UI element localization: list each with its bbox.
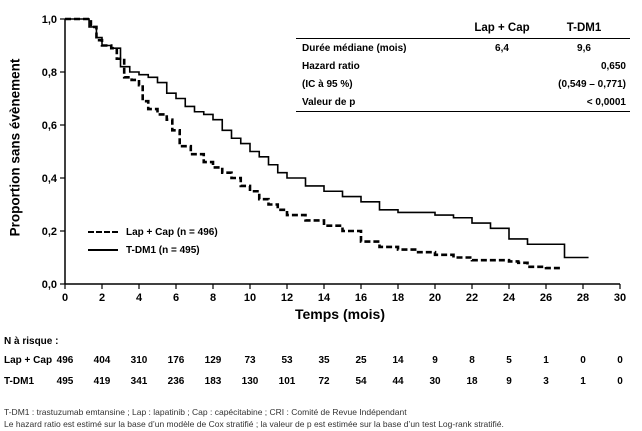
risk-value: 176 (167, 355, 185, 366)
risk-value: 72 (318, 376, 330, 387)
legend-item-lapcap: Lap + Cap (n = 496) (88, 223, 218, 241)
x-tick-label: 16 (355, 292, 367, 304)
stats-header-lapcap: Lap + Cap (462, 18, 542, 39)
risk-value: 129 (204, 355, 222, 366)
risk-value: 14 (392, 355, 404, 366)
risk-value: 341 (130, 376, 148, 387)
risk-value: 3 (543, 376, 549, 387)
series-lapcap-curve (65, 17, 561, 270)
risk-row-label: T-DM1 (4, 376, 34, 387)
risk-value: 8 (469, 355, 475, 366)
stats-row: Valeur de p < 0,0001 (296, 93, 630, 112)
stats-value-tdm1: 0,650 (600, 60, 626, 72)
x-tick-label: 18 (392, 292, 404, 304)
footnote-methods: Le hazard ratio est estimé sur la base d… (4, 419, 504, 429)
x-tick-label: 0 (62, 292, 68, 304)
x-tick-label: 6 (173, 292, 179, 304)
risk-table-title: N à risque : (4, 336, 59, 347)
x-tick-label: 12 (281, 292, 293, 304)
y-tick-label: 0,4 (42, 173, 58, 185)
risk-value: 9 (506, 376, 512, 387)
risk-value: 18 (466, 376, 478, 387)
risk-value: 53 (281, 355, 293, 366)
risk-value: 495 (56, 376, 74, 387)
y-tick-label: 0,0 (42, 279, 57, 291)
stats-row: Durée médiane (mois) 6,4 9,6 (296, 39, 630, 58)
y-tick-label: 1,0 (42, 14, 57, 26)
risk-value: 1 (580, 376, 586, 387)
y-tick-label: 0,6 (42, 120, 57, 132)
risk-value: 130 (241, 376, 259, 387)
legend-label-tdm1: T-DM1 (n = 495) (126, 244, 200, 256)
risk-value: 30 (429, 376, 441, 387)
risk-value: 0 (617, 376, 623, 387)
x-tick-label: 24 (503, 292, 516, 304)
risk-value: 25 (355, 355, 367, 366)
stats-value-tdm1: (0,549 – 0,771) (558, 78, 626, 90)
x-tick-label: 8 (210, 292, 216, 304)
stats-value-lapcap: 6,4 (495, 42, 509, 54)
risk-value: 73 (244, 355, 256, 366)
legend-item-tdm1: T-DM1 (n = 495) (88, 241, 218, 259)
y-tick-label: 0,8 (42, 67, 57, 79)
risk-value: 1 (543, 355, 549, 366)
stats-label: Durée médiane (mois) (302, 42, 407, 54)
legend-dashed-swatch (88, 231, 118, 233)
risk-row-label: Lap + Cap (4, 355, 53, 366)
legend: Lap + Cap (n = 496) T-DM1 (n = 495) (88, 223, 218, 259)
stats-label: Valeur de p (296, 93, 462, 112)
risk-value: 0 (617, 355, 623, 366)
stats-row: Hazard ratio 0,650 (296, 57, 630, 75)
x-tick-label: 22 (466, 292, 478, 304)
legend-solid-swatch (88, 249, 118, 251)
risk-value: 0 (580, 355, 586, 366)
x-tick-label: 4 (136, 292, 143, 304)
stats-row: (IC à 95 %) (0,549 – 0,771) (296, 75, 630, 93)
x-tick-label: 2 (99, 292, 105, 304)
stats-label: Hazard ratio (302, 60, 360, 72)
stats-value-lapcap (462, 75, 542, 93)
x-tick-label: 20 (429, 292, 441, 304)
risk-value: 44 (392, 376, 404, 387)
footnote-abbreviations: T-DM1 : trastuzumab emtansine ; Lap : la… (4, 407, 407, 417)
risk-value: 183 (204, 376, 222, 387)
x-tick-label: 14 (318, 292, 331, 304)
x-tick-label: 26 (540, 292, 552, 304)
legend-label-lapcap: Lap + Cap (n = 496) (126, 226, 218, 238)
risk-value: 5 (506, 355, 512, 366)
risk-value: 101 (278, 376, 296, 387)
x-tick-label: 30 (614, 292, 626, 304)
x-tick-label: 10 (244, 292, 256, 304)
x-axis-label: Temps (mois) (295, 306, 385, 322)
stats-value-lapcap (462, 93, 542, 112)
risk-value: 9 (432, 355, 438, 366)
risk-value: 404 (93, 355, 111, 366)
risk-value: 236 (167, 376, 185, 387)
stats-label: (IC à 95 %) (302, 78, 353, 90)
risk-value: 310 (130, 355, 148, 366)
series-tdm1-curve (65, 18, 589, 259)
x-tick-label: 28 (577, 292, 589, 304)
stats-header-tdm1: T-DM1 (542, 18, 630, 39)
stats-value-tdm1: < 0,0001 (542, 93, 630, 112)
risk-value: 419 (93, 376, 111, 387)
y-axis-label: Proportion sans évènement (7, 58, 23, 237)
stats-value-tdm1: 9,6 (577, 42, 591, 54)
risk-value: 496 (56, 355, 74, 366)
stats-table: Lap + Cap T-DM1 Durée médiane (mois) 6,4… (296, 18, 630, 112)
stats-value-lapcap (462, 57, 542, 75)
risk-value: 54 (355, 376, 367, 387)
risk-value: 35 (318, 355, 330, 366)
y-tick-label: 0,2 (42, 226, 57, 238)
stats-header-row: Lap + Cap T-DM1 (296, 18, 630, 39)
stats-header-blank (296, 18, 462, 39)
